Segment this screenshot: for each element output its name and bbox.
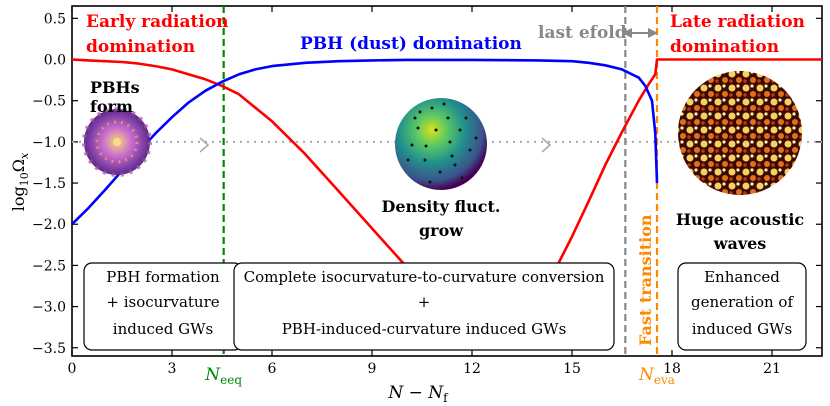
x-tick-label-5: 15 bbox=[563, 361, 581, 377]
box3-line-1: Enhanced bbox=[704, 268, 780, 286]
y-tick-label-2: −0.5 bbox=[32, 94, 66, 110]
flow-arrows bbox=[199, 137, 552, 153]
y-tick-label-3: −1.0 bbox=[32, 135, 66, 151]
late-radiation-label-2: domination bbox=[670, 37, 779, 57]
y-axis-label-sub: 10 bbox=[18, 172, 31, 186]
box3-line-3: induced GWs bbox=[692, 320, 792, 338]
vline-label-2: Neva bbox=[638, 365, 675, 387]
density-fluctuation-map-icon bbox=[395, 98, 487, 190]
x-tick-label-7: 21 bbox=[763, 361, 781, 377]
box3-line-2: generation of bbox=[691, 293, 794, 311]
huge-acoustic-label-1: Huge acoustic bbox=[676, 210, 805, 229]
last-efold-arrow bbox=[622, 28, 658, 38]
x-axis-label-main: N − N bbox=[387, 383, 444, 403]
y-tick-label-8: −3.5 bbox=[32, 341, 66, 357]
y-axis-label: log10Ωx bbox=[9, 152, 31, 211]
x-tick-label-4: 12 bbox=[463, 361, 481, 377]
y-axis-label-symbol: Ω bbox=[9, 159, 28, 172]
box2-line-3: PBH-induced-curvature induced GWs bbox=[282, 320, 567, 338]
axis-ticks: 0 3 6 9 12 15 18 21 0.5 0.0 −0.5 −1.0 −1.5 −2.0 −2.5 −3… bbox=[32, 6, 822, 377]
x-tick-label-1: 3 bbox=[168, 361, 177, 377]
y-tick-label-4: −1.5 bbox=[32, 176, 66, 192]
y-axis-label-symbol-sub: x bbox=[18, 152, 31, 159]
annotation-box-enhanced bbox=[677, 262, 807, 351]
box1-line-2: + isocurvature bbox=[106, 293, 219, 311]
x-axis-label-sub: f bbox=[443, 391, 449, 405]
x-tick-label-2: 6 bbox=[268, 361, 277, 377]
fast-transition-label: Fast transition bbox=[636, 214, 655, 346]
plot-frame bbox=[71, 5, 823, 357]
x-tick-label-6: 18 bbox=[663, 361, 681, 377]
early-radiation-label-2: domination bbox=[86, 37, 195, 57]
acoustic-waves-map-icon bbox=[678, 71, 802, 195]
density-fluct-label-1: Density fluct. bbox=[382, 197, 501, 216]
y-tick-label-5: −2.0 bbox=[32, 217, 66, 233]
y-axis-label-main: log bbox=[9, 186, 28, 211]
huge-acoustic-label-2: waves bbox=[713, 234, 767, 253]
early-radiation-label-1: Early radiation bbox=[86, 12, 229, 32]
box1-line-3: induced GWs bbox=[113, 320, 213, 338]
last-efold-label: last efold bbox=[538, 23, 627, 43]
density-fluct-label-2: grow bbox=[419, 221, 464, 240]
x-axis-label: N − Nf bbox=[387, 383, 449, 405]
y-tick-label-0: 0.5 bbox=[44, 11, 66, 27]
pbhs-form-label-2: form bbox=[90, 97, 133, 116]
vline-label-0: Neeq bbox=[204, 365, 242, 387]
y-tick-label-7: −3.0 bbox=[32, 300, 66, 316]
box2-line-2: + bbox=[418, 293, 431, 311]
x-tick-label-0: 0 bbox=[68, 361, 77, 377]
pbh-formation-map-icon bbox=[82, 107, 152, 177]
y-tick-label-1: 0.0 bbox=[44, 53, 66, 69]
x-tick-label-3: 9 bbox=[368, 361, 377, 377]
pbhs-form-label-1: PBHs bbox=[90, 78, 140, 97]
pbh-domination-label: PBH (dust) domination bbox=[300, 34, 522, 54]
box2-line-1: Complete isocurvature-to-curvature conve… bbox=[244, 268, 605, 286]
box1-line-1: PBH formation bbox=[106, 268, 220, 286]
y-tick-label-6: −2.5 bbox=[32, 258, 66, 274]
annotation-box-conversion bbox=[233, 262, 615, 351]
late-radiation-label-1: Late radiation bbox=[670, 12, 805, 32]
